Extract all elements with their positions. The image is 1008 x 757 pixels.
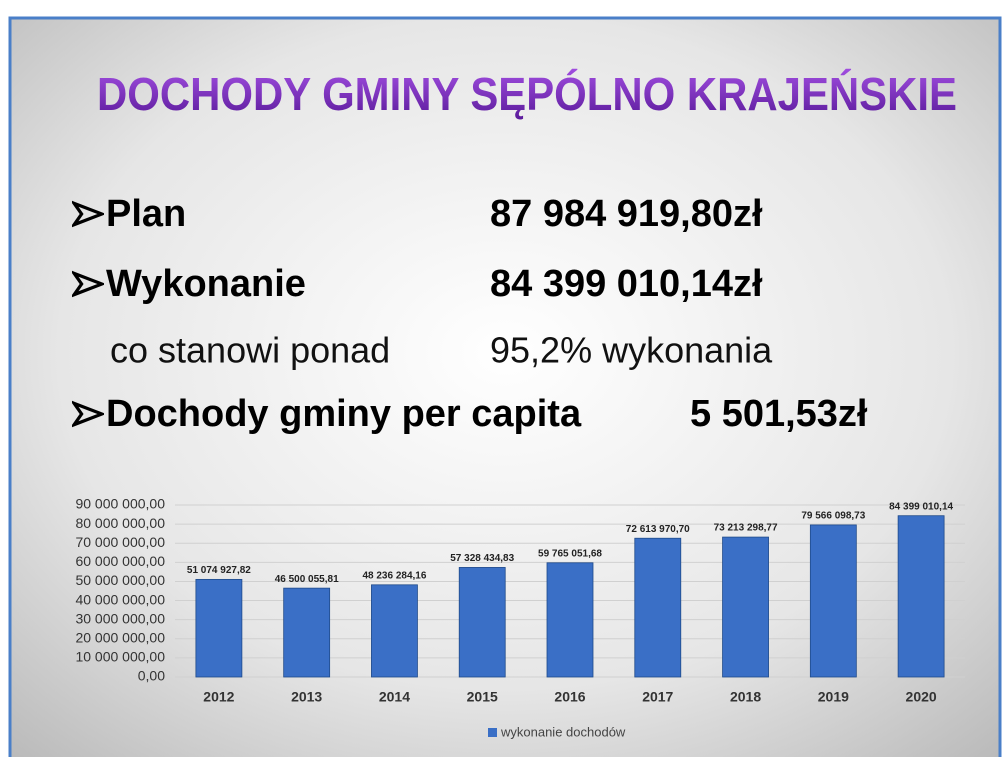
item-value: 84 399 010,14zł xyxy=(490,263,763,305)
x-tick-label: 2017 xyxy=(642,689,673,705)
y-tick-label: 30 000 000,00 xyxy=(75,610,165,626)
x-tick-label: 2012 xyxy=(203,689,234,705)
bar xyxy=(546,562,594,678)
x-tick-label: 2016 xyxy=(554,689,585,705)
data-label: 59 765 051,68 xyxy=(538,548,602,559)
x-tick-label: 2019 xyxy=(818,689,849,705)
y-tick-label: 0,00 xyxy=(138,668,165,684)
data-label: 46 500 055,81 xyxy=(275,574,339,585)
item-value: 95,2% wykonania xyxy=(490,330,773,371)
item-value: 5 501,53zł xyxy=(690,393,868,435)
bar xyxy=(722,536,769,678)
data-label: 84 399 010,14 xyxy=(889,501,953,512)
x-tick-label: 2015 xyxy=(467,689,498,705)
item-value: 87 984 919,80zł xyxy=(490,193,763,235)
data-label: 51 074 927,82 xyxy=(187,565,251,576)
x-tick-label: 2020 xyxy=(906,689,937,705)
bar xyxy=(897,515,945,678)
y-tick-label: 80 000 000,00 xyxy=(75,515,165,531)
item-label: Dochody gminy per capita xyxy=(106,393,582,435)
x-tick-label: 2018 xyxy=(730,689,761,705)
chart: 0,00 10 000 000,00 20 000 000,00 30 000 000… xyxy=(75,496,965,739)
data-label: 72 613 970,70 xyxy=(626,524,690,535)
y-tick-label: 20 000 000,00 xyxy=(75,629,165,645)
bar xyxy=(634,537,682,678)
y-tick-label: 70 000 000,00 xyxy=(75,534,165,550)
bar xyxy=(458,567,506,678)
item-label: co stanowi ponad xyxy=(110,330,390,371)
item-label: Plan xyxy=(106,193,186,235)
legend-label: wykonanie dochodów xyxy=(500,724,626,739)
data-label: 48 236 284,16 xyxy=(362,570,426,581)
data-label: 79 566 098,73 xyxy=(801,511,865,522)
y-tick-label: 60 000 000,00 xyxy=(75,553,165,569)
x-tick-label: 2014 xyxy=(379,689,410,705)
bar xyxy=(195,578,243,678)
data-label: 73 213 298,77 xyxy=(714,523,778,534)
data-label: 57 328 434,83 xyxy=(450,553,514,564)
y-tick-label: 50 000 000,00 xyxy=(75,572,165,588)
y-tick-label: 90 000 000,00 xyxy=(75,496,165,512)
bar xyxy=(283,587,331,678)
bar xyxy=(809,524,857,678)
y-tick-label: 10 000 000,00 xyxy=(75,649,165,665)
bar xyxy=(371,584,418,678)
legend-swatch xyxy=(488,728,497,737)
y-tick-label: 40 000 000,00 xyxy=(75,591,165,607)
item-label: Wykonanie xyxy=(106,263,306,305)
slide-title: DOCHODY GMINY SĘPÓLNO KRAJEŃSKIE xyxy=(97,68,957,120)
x-tick-label: 2013 xyxy=(291,689,322,705)
